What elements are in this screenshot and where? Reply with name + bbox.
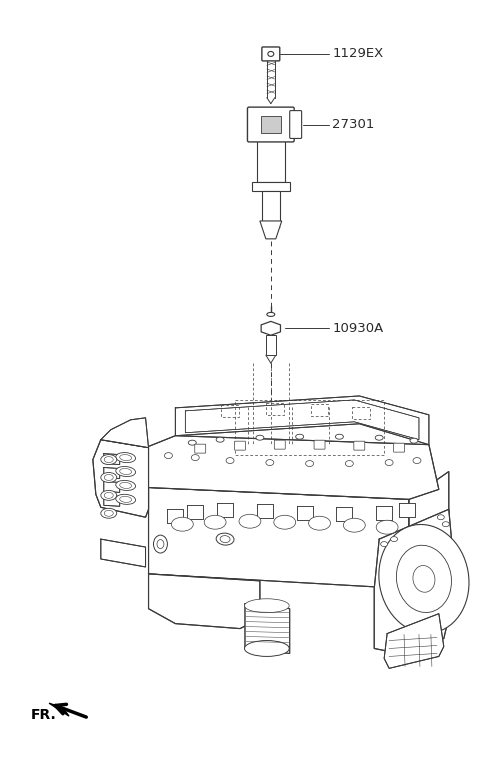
Polygon shape <box>245 604 290 653</box>
Text: 27301: 27301 <box>333 118 375 131</box>
Polygon shape <box>297 506 312 520</box>
Polygon shape <box>217 503 233 517</box>
Ellipse shape <box>396 545 452 612</box>
Bar <box>261 116 281 134</box>
Ellipse shape <box>101 490 117 500</box>
Polygon shape <box>374 509 454 653</box>
Polygon shape <box>104 482 120 492</box>
Polygon shape <box>148 488 409 589</box>
Ellipse shape <box>120 455 132 461</box>
Ellipse shape <box>239 514 261 528</box>
Polygon shape <box>168 509 183 523</box>
Ellipse shape <box>385 460 393 465</box>
Text: 1129EX: 1129EX <box>333 47 384 60</box>
Ellipse shape <box>104 457 113 462</box>
Bar <box>252 182 290 191</box>
Bar <box>257 141 285 182</box>
Ellipse shape <box>120 468 132 475</box>
FancyBboxPatch shape <box>354 441 365 450</box>
FancyBboxPatch shape <box>290 111 301 138</box>
Ellipse shape <box>376 520 398 534</box>
Text: 10930A: 10930A <box>333 322 384 335</box>
Ellipse shape <box>443 522 449 526</box>
Ellipse shape <box>220 536 230 543</box>
Ellipse shape <box>296 434 304 439</box>
Bar <box>262 191 280 221</box>
FancyBboxPatch shape <box>248 107 294 142</box>
Ellipse shape <box>188 440 196 445</box>
Polygon shape <box>104 495 120 506</box>
Ellipse shape <box>104 492 113 499</box>
Ellipse shape <box>101 455 117 465</box>
Text: FR.: FR. <box>31 708 57 722</box>
Ellipse shape <box>116 494 135 504</box>
Ellipse shape <box>413 458 421 464</box>
Polygon shape <box>104 468 120 478</box>
FancyBboxPatch shape <box>394 443 405 452</box>
Ellipse shape <box>266 460 274 465</box>
FancyBboxPatch shape <box>235 441 245 450</box>
Polygon shape <box>260 221 282 239</box>
Polygon shape <box>185 400 419 440</box>
Ellipse shape <box>226 458 234 464</box>
Ellipse shape <box>381 542 388 547</box>
Ellipse shape <box>343 518 365 532</box>
Polygon shape <box>49 703 69 716</box>
Ellipse shape <box>437 515 444 519</box>
Ellipse shape <box>216 438 224 442</box>
Polygon shape <box>145 436 439 499</box>
Ellipse shape <box>256 435 264 440</box>
Polygon shape <box>101 539 145 567</box>
FancyBboxPatch shape <box>314 440 325 449</box>
FancyBboxPatch shape <box>274 440 285 449</box>
Polygon shape <box>148 574 260 628</box>
Ellipse shape <box>154 535 168 553</box>
Ellipse shape <box>413 566 435 592</box>
FancyBboxPatch shape <box>195 444 206 453</box>
Polygon shape <box>336 507 352 521</box>
Ellipse shape <box>268 52 274 56</box>
Ellipse shape <box>410 438 418 443</box>
Ellipse shape <box>116 452 135 462</box>
Polygon shape <box>93 440 148 517</box>
Ellipse shape <box>101 509 117 518</box>
Polygon shape <box>409 472 449 589</box>
Polygon shape <box>261 322 280 335</box>
Ellipse shape <box>267 312 275 316</box>
Ellipse shape <box>244 599 289 613</box>
FancyBboxPatch shape <box>262 47 280 61</box>
Polygon shape <box>104 454 120 465</box>
Ellipse shape <box>204 516 226 530</box>
Ellipse shape <box>192 455 199 461</box>
Ellipse shape <box>157 540 164 549</box>
Bar <box>266 335 276 355</box>
Ellipse shape <box>101 472 117 482</box>
Ellipse shape <box>165 453 172 458</box>
Polygon shape <box>175 396 429 444</box>
Ellipse shape <box>336 434 343 439</box>
Ellipse shape <box>120 496 132 502</box>
Ellipse shape <box>274 516 296 530</box>
Ellipse shape <box>306 461 313 467</box>
Ellipse shape <box>104 510 113 516</box>
Ellipse shape <box>116 480 135 490</box>
Ellipse shape <box>379 524 469 633</box>
Ellipse shape <box>216 533 234 545</box>
Ellipse shape <box>244 641 289 656</box>
Ellipse shape <box>391 536 397 542</box>
Ellipse shape <box>116 466 135 476</box>
Polygon shape <box>399 503 415 517</box>
Ellipse shape <box>346 461 353 467</box>
Ellipse shape <box>120 482 132 489</box>
Ellipse shape <box>104 475 113 481</box>
Ellipse shape <box>309 516 330 530</box>
Polygon shape <box>376 506 392 520</box>
Polygon shape <box>384 614 444 669</box>
Polygon shape <box>257 504 273 518</box>
Polygon shape <box>101 418 148 448</box>
Ellipse shape <box>375 435 383 440</box>
Ellipse shape <box>171 517 193 531</box>
Polygon shape <box>187 506 203 519</box>
